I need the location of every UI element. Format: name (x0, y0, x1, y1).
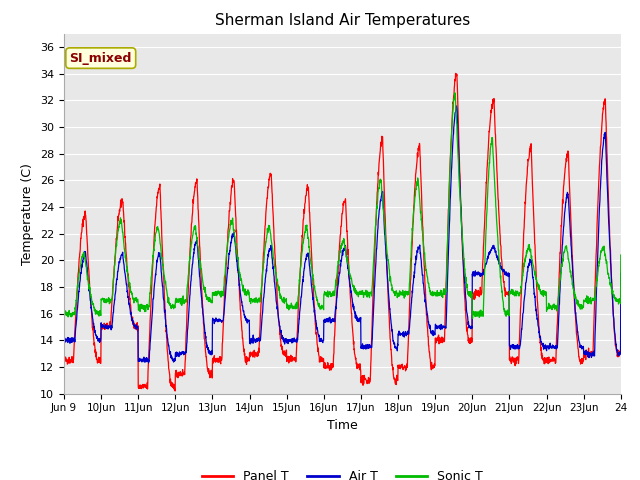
Panel T (164, 350, 172, 356)
Panel T (406, 292, 414, 298)
Panel T (593, 231, 601, 237)
Line: Air T: Air T (64, 106, 621, 363)
Panel T (508, 356, 516, 361)
Sonic T (212, 288, 220, 294)
Air T (452, 103, 460, 109)
Air T (60, 337, 68, 343)
Panel T (60, 356, 68, 362)
Text: SI_mixed: SI_mixed (70, 51, 132, 65)
Air T (617, 271, 625, 276)
Air T (406, 318, 414, 324)
Air T (593, 278, 601, 284)
Sonic T (617, 252, 625, 258)
Air T (164, 339, 172, 345)
Sonic T (348, 278, 356, 284)
Panel T (348, 319, 356, 325)
Air T (508, 344, 516, 349)
Legend: Panel T, Air T, Sonic T: Panel T, Air T, Sonic T (196, 465, 488, 480)
Title: Sherman Island Air Temperatures: Sherman Island Air Temperatures (215, 13, 470, 28)
Sonic T (468, 315, 476, 321)
Line: Sonic T: Sonic T (64, 93, 621, 318)
Panel T (617, 340, 625, 346)
Air T (145, 360, 152, 366)
Line: Panel T: Panel T (64, 73, 621, 391)
Air T (348, 295, 356, 301)
Air T (212, 315, 220, 321)
Sonic T (164, 293, 172, 299)
X-axis label: Time: Time (327, 419, 358, 432)
Panel T (212, 357, 220, 363)
Sonic T (406, 278, 413, 284)
Panel T (452, 71, 460, 76)
Sonic T (593, 276, 601, 282)
Sonic T (451, 90, 458, 96)
Sonic T (60, 309, 68, 314)
Sonic T (508, 291, 516, 297)
Y-axis label: Temperature (C): Temperature (C) (22, 163, 35, 264)
Panel T (172, 388, 179, 394)
